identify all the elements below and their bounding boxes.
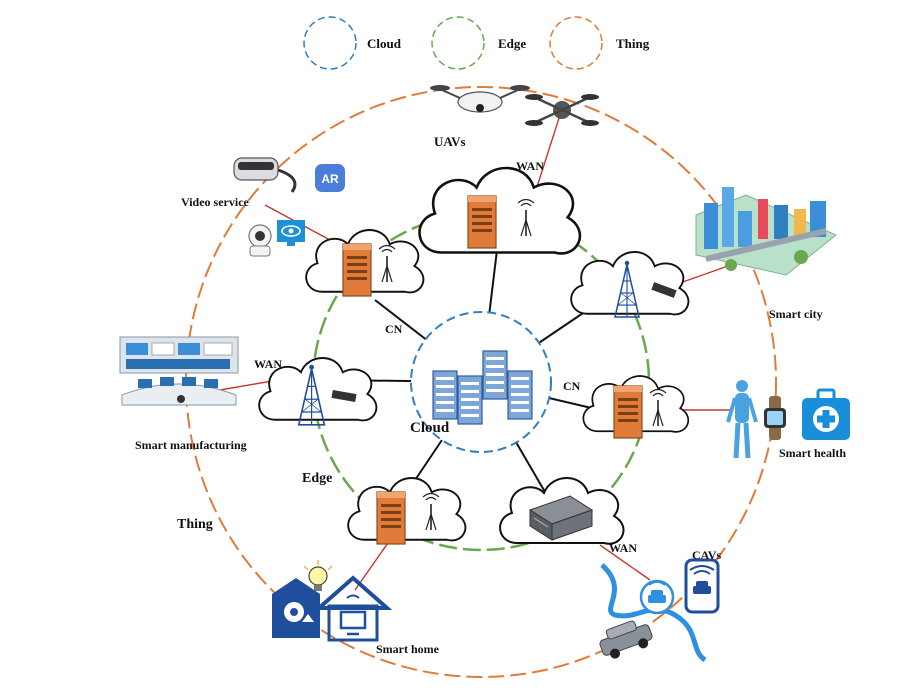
edge-node-upper-left — [305, 229, 425, 297]
edge-node-right — [582, 375, 690, 439]
smart-manufacturing-label: Smart manufacturing — [135, 438, 247, 452]
edge-node-top — [418, 166, 582, 255]
vr-headset-icon — [233, 157, 297, 193]
cavs-label: CAVs — [692, 548, 721, 562]
smart-lock-house-icon — [272, 578, 320, 638]
cloud-core: Cloud — [410, 311, 552, 453]
drone-icon — [525, 94, 599, 126]
legend-thing-label: Thing — [616, 36, 650, 51]
edge-server-icon — [467, 195, 497, 249]
smart-home-label: Smart home — [376, 642, 440, 656]
cloud-server-icon — [482, 350, 508, 400]
human-body-icon — [726, 380, 758, 459]
cloud-server-icon — [432, 370, 458, 420]
city-illustration — [695, 187, 837, 276]
cn-label-left: CN — [385, 322, 403, 336]
edge-server-icon — [342, 243, 372, 297]
drone-icon — [430, 85, 530, 113]
wan-label-bottom: WAN — [609, 541, 637, 555]
smart-home-group: Smart home — [272, 560, 440, 656]
cloud-server-icon — [507, 370, 533, 420]
smart-tv-house-icon — [313, 575, 393, 642]
cloud-label: Cloud — [410, 420, 450, 436]
edge-server-icon — [613, 385, 643, 439]
road-path — [600, 563, 707, 663]
car-phone-icon — [684, 558, 720, 614]
legend-edge-label: Edge — [498, 36, 526, 51]
video-service-label: Video service — [181, 195, 250, 209]
smart-manufacturing-group: Smart manufacturing — [119, 336, 247, 452]
thing-label: Thing — [177, 517, 213, 532]
legend-cloud-label: Cloud — [367, 36, 402, 51]
edge-node-left — [258, 357, 378, 426]
router-icon — [331, 389, 357, 403]
ar-badge: AR — [315, 164, 345, 192]
cloud-server-icon — [457, 375, 483, 425]
car-wifi-icon — [639, 579, 675, 615]
edge-node-bottom-right — [499, 477, 625, 545]
cavs-group: CAVs — [599, 548, 721, 663]
legend-edge-swatch — [431, 16, 485, 70]
smart-health-label: Smart health — [779, 446, 846, 460]
edge-node-bottom-left — [347, 477, 467, 545]
smart-city-group: Smart city — [695, 187, 837, 321]
legend: Cloud Edge Thing — [303, 16, 650, 70]
suv-icon — [599, 620, 653, 659]
edge-node-upper-right — [570, 251, 690, 318]
rack-server-icon — [528, 495, 594, 541]
lightbulb-icon — [303, 560, 333, 591]
router-icon — [651, 282, 677, 298]
legend-cloud-swatch — [303, 16, 357, 70]
edge-server-icon — [376, 491, 406, 545]
camera-icon — [248, 224, 272, 257]
smartwatch-icon — [764, 396, 786, 440]
first-aid-icon — [802, 388, 850, 440]
smart-health-group: Smart health — [726, 380, 850, 460]
legend-thing-swatch — [549, 16, 603, 70]
eye-monitor-icon — [277, 220, 305, 246]
smart-city-label: Smart city — [769, 307, 823, 321]
wan-label-left: WAN — [254, 357, 282, 371]
edge-label: Edge — [302, 471, 332, 486]
video-service-group: AR Video service — [181, 157, 345, 257]
uavs-group: UAVs — [430, 85, 599, 149]
uavs-label: UAVs — [434, 134, 466, 149]
ar-badge-text: AR — [321, 172, 339, 186]
wan-label-top: WAN — [516, 159, 544, 173]
cn-label-right: CN — [563, 379, 581, 393]
control-room-illustration — [119, 336, 239, 406]
